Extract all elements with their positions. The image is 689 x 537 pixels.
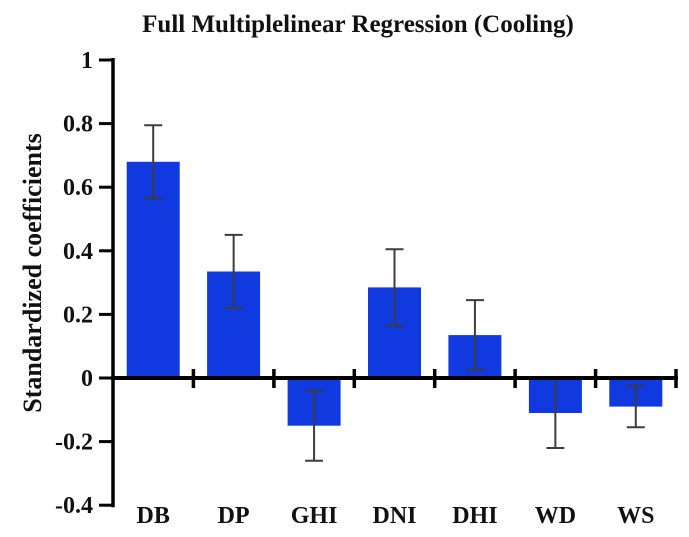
chart-title: Full Multiplelinear Regression (Cooling) — [142, 11, 574, 38]
x-tick-label-DNI: DNI — [372, 503, 416, 529]
y-tick-label--0.2: -0.2 — [55, 430, 93, 456]
y-tick-label-1: 1 — [81, 48, 93, 74]
error-bar-WS — [626, 384, 645, 429]
y-tick-label-0.4: 0.4 — [63, 239, 93, 265]
x-tick-label-DB: DB — [137, 503, 170, 529]
y-tick-label-0.2: 0.2 — [63, 302, 93, 328]
y-tick-label--0.4: -0.4 — [55, 493, 93, 519]
error-bar-DNI — [385, 248, 404, 327]
x-tick-label-WS: WS — [617, 503, 654, 529]
x-tick-label-GHI: GHI — [291, 503, 338, 529]
y-tick-label-0.8: 0.8 — [63, 112, 93, 138]
error-bar-DB — [144, 124, 163, 200]
x-tick-label-DP: DP — [218, 503, 250, 529]
y-tick-label-0.6: 0.6 — [63, 175, 93, 201]
x-tick-label-DHI: DHI — [452, 503, 497, 529]
error-bar-DHI — [465, 299, 484, 372]
error-bar-DP — [224, 233, 243, 309]
error-bar-GHI — [305, 389, 324, 462]
x-tick-label-WD: WD — [535, 503, 576, 529]
y-tick-label-0: 0 — [81, 366, 93, 392]
